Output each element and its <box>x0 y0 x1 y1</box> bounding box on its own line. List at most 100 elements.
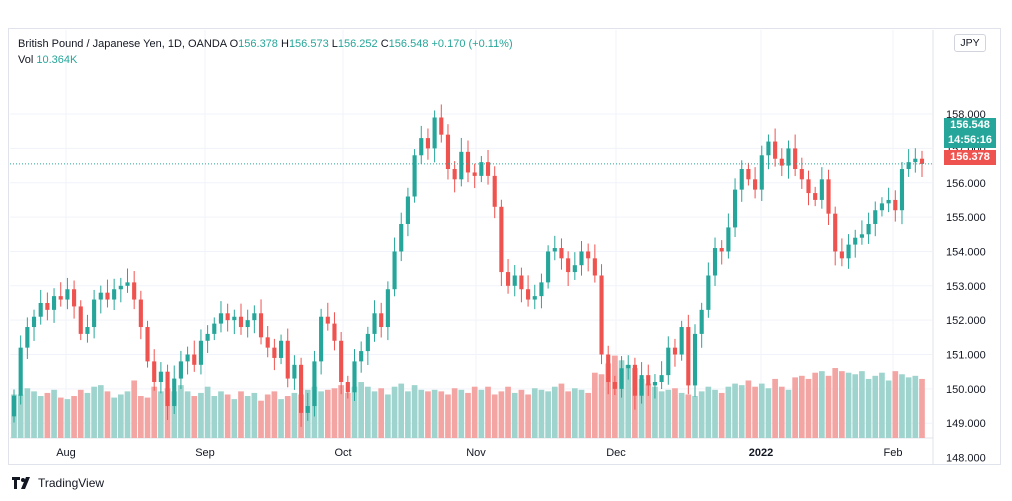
volume-bar <box>365 386 371 438</box>
candle-body <box>819 179 824 200</box>
volume-bar <box>391 386 398 438</box>
candle-body <box>806 179 811 194</box>
candle-body <box>465 151 471 173</box>
candle-body <box>492 175 497 207</box>
candle-body <box>839 251 844 259</box>
volume-bar <box>258 400 264 438</box>
volume-bar <box>491 394 498 438</box>
volume-bar <box>511 392 518 438</box>
volume-bar <box>859 371 865 438</box>
candle-body <box>58 296 63 300</box>
volume-bar <box>425 391 431 438</box>
candle-body <box>419 138 424 156</box>
volume-bar <box>204 386 211 438</box>
candle-body <box>526 289 531 300</box>
volume-bar <box>198 392 204 438</box>
candle-body <box>679 327 684 355</box>
candle-body <box>472 172 477 176</box>
candle-body <box>158 371 163 382</box>
candle-body <box>586 251 591 259</box>
volume-row: Vol 10.364K <box>18 52 513 68</box>
candle-body <box>218 313 224 324</box>
candle-body <box>325 316 330 324</box>
volume-bar <box>124 391 131 438</box>
y-tick-label: 151.000 <box>946 350 986 362</box>
candle-body <box>258 313 264 338</box>
volume-bar <box>465 392 471 438</box>
volume-bar <box>865 378 872 438</box>
y-tick-label: 148.000 <box>946 453 986 465</box>
candle-body <box>666 347 671 376</box>
candle-body <box>245 320 250 328</box>
volume-bar <box>431 389 438 438</box>
candle-body <box>899 169 905 211</box>
candle-body <box>452 169 457 180</box>
candle-body <box>672 347 678 355</box>
volume-bar <box>852 374 859 438</box>
close-label: C <box>380 38 389 50</box>
candle-body <box>332 323 337 341</box>
y-tick-label: 154.000 <box>946 246 986 258</box>
candle-body <box>532 296 537 300</box>
candle-body <box>72 289 77 307</box>
volume-bar <box>765 388 772 438</box>
volume-bar <box>91 386 97 438</box>
volume-bar <box>585 392 592 438</box>
candle-body <box>773 141 778 159</box>
candle-body <box>606 354 611 382</box>
candle-body <box>198 340 204 365</box>
volume-bar <box>745 380 752 438</box>
volume-bar <box>885 380 892 438</box>
candle-body <box>793 148 798 170</box>
volume-bar <box>678 392 685 438</box>
candle-body <box>192 354 197 365</box>
volume-bar <box>672 388 678 438</box>
candle-body <box>846 244 851 259</box>
volume-bar <box>278 399 284 438</box>
candle-body <box>499 206 504 273</box>
candle-body <box>45 302 50 310</box>
candle-body <box>319 316 324 362</box>
x-tick-label: Feb <box>884 447 903 459</box>
volume-bar <box>705 386 712 438</box>
volume-bar <box>144 397 151 438</box>
candle-body <box>786 148 791 166</box>
tradingview-brand[interactable]: TradingView <box>12 476 104 490</box>
candle-body <box>566 258 571 273</box>
candle-body <box>692 333 698 386</box>
candle-body <box>572 265 577 273</box>
chart-frame <box>8 28 1001 465</box>
currency-button[interactable]: JPY <box>954 34 986 52</box>
candle-body <box>352 361 357 393</box>
volume-bar <box>812 372 819 438</box>
instrument-title[interactable]: British Pound / Japanese Yen, 1D, OANDA <box>18 38 227 50</box>
candle-body <box>739 169 744 190</box>
volume-bar <box>531 388 538 438</box>
candle-body <box>278 340 284 358</box>
volume-bar <box>451 388 458 438</box>
candle-body <box>659 375 664 382</box>
candle-body <box>252 313 257 321</box>
candle-body <box>719 248 724 252</box>
candle-body <box>178 361 183 379</box>
volume-bar <box>805 378 812 438</box>
volume-bar <box>218 391 224 438</box>
volume-bar <box>251 392 258 438</box>
volume-bar <box>231 399 238 438</box>
volume-bar <box>638 378 645 438</box>
volume-bar <box>104 391 111 438</box>
candle-body <box>372 313 377 334</box>
volume-bar <box>758 383 765 438</box>
volume-bar <box>652 386 658 438</box>
x-tick-label: Dec <box>606 447 626 459</box>
volume-bar <box>505 386 511 438</box>
volume-bar <box>71 396 77 438</box>
volume-bar <box>44 392 51 438</box>
high-value: 156.573 <box>288 38 329 50</box>
volume-bar <box>712 389 718 438</box>
candle-body <box>626 364 631 369</box>
candle-body <box>212 323 217 334</box>
candle-body <box>445 134 451 170</box>
candle-body <box>552 248 557 252</box>
